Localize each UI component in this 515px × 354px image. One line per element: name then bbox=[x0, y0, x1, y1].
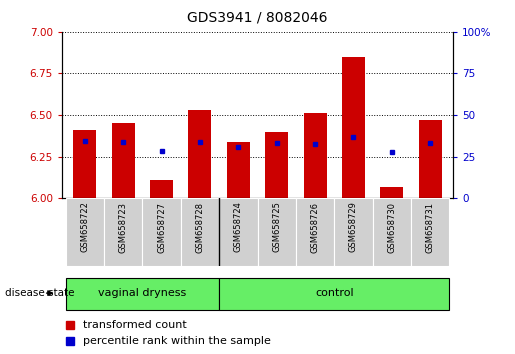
Bar bbox=[104, 198, 142, 266]
Bar bbox=[373, 198, 411, 266]
Bar bbox=[411, 198, 450, 266]
Bar bbox=[265, 132, 288, 198]
Bar bbox=[303, 113, 327, 198]
Bar bbox=[296, 198, 334, 266]
Bar bbox=[150, 180, 173, 198]
Bar bbox=[73, 130, 96, 198]
Text: GSM658727: GSM658727 bbox=[157, 202, 166, 253]
Bar bbox=[334, 198, 373, 266]
Bar bbox=[342, 57, 365, 198]
Text: GSM658725: GSM658725 bbox=[272, 202, 281, 252]
Text: transformed count: transformed count bbox=[83, 320, 187, 330]
Text: GSM658731: GSM658731 bbox=[426, 202, 435, 253]
Text: GDS3941 / 8082046: GDS3941 / 8082046 bbox=[187, 11, 328, 25]
Text: GSM658724: GSM658724 bbox=[234, 202, 243, 252]
Bar bbox=[188, 110, 212, 198]
Bar bbox=[65, 278, 219, 310]
Bar bbox=[142, 198, 181, 266]
Bar bbox=[181, 198, 219, 266]
Text: GSM658723: GSM658723 bbox=[118, 202, 128, 253]
Text: GSM658730: GSM658730 bbox=[387, 202, 397, 253]
Text: percentile rank within the sample: percentile rank within the sample bbox=[83, 336, 271, 346]
Bar bbox=[227, 142, 250, 198]
Text: GSM658722: GSM658722 bbox=[80, 202, 89, 252]
Text: disease state: disease state bbox=[5, 288, 75, 298]
Text: control: control bbox=[315, 288, 354, 298]
Text: GSM658726: GSM658726 bbox=[311, 202, 320, 253]
Text: GSM658728: GSM658728 bbox=[195, 202, 204, 253]
Bar bbox=[380, 187, 403, 198]
Bar bbox=[219, 198, 258, 266]
Bar bbox=[219, 278, 450, 310]
Text: GSM658729: GSM658729 bbox=[349, 202, 358, 252]
Bar bbox=[65, 198, 104, 266]
Bar bbox=[258, 198, 296, 266]
Text: vaginal dryness: vaginal dryness bbox=[98, 288, 186, 298]
Bar bbox=[419, 120, 442, 198]
Bar bbox=[112, 123, 135, 198]
